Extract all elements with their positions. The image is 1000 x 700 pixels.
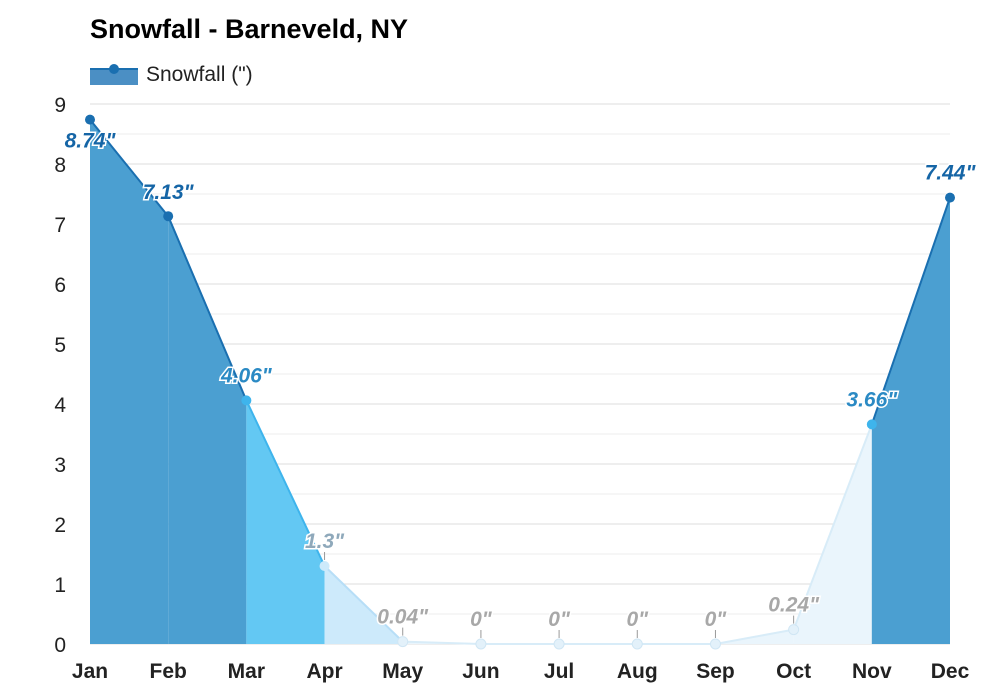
data-point-jun [475, 638, 487, 650]
x-tick-label-may: May [382, 660, 423, 683]
data-point-jul [553, 638, 565, 650]
data-label-nov: 3.66" [846, 388, 898, 411]
y-tick-label: 8 [54, 154, 66, 177]
data-label-jan: 8.74" [65, 130, 117, 153]
data-label-apr: 1.3" [305, 530, 345, 553]
area-segment-mar [246, 400, 325, 644]
x-tick-label-feb: Feb [150, 660, 187, 683]
y-tick-label: 5 [54, 334, 66, 357]
data-label-aug: 0" [626, 608, 649, 631]
data-label-oct: 0.24" [768, 594, 820, 617]
x-tick-label-sep: Sep [696, 660, 735, 683]
data-points [85, 114, 955, 650]
data-point-nov [866, 419, 877, 430]
line-segment-sep [715, 628, 794, 645]
data-label-jun: 0" [470, 608, 493, 631]
x-tick-label-jul: Jul [544, 660, 574, 683]
area-fills [90, 119, 950, 645]
data-point-jan [85, 114, 95, 125]
x-tick-label-mar: Mar [228, 660, 265, 683]
x-axis-ticks: Jan Feb Mar Apr May Jun Jul Aug Sep Oct Nov Dec [72, 660, 970, 683]
data-point-dec [945, 192, 955, 203]
y-tick-label: 0 [54, 634, 66, 657]
legend[interactable]: Snowfall (") [90, 62, 253, 88]
area-segment-jan [90, 119, 169, 645]
data-point-sep [709, 638, 721, 650]
x-tick-label-aug: Aug [617, 660, 658, 683]
data-point-aug [631, 638, 643, 650]
x-tick-label-oct: Oct [776, 660, 811, 683]
series-line [89, 118, 951, 645]
data-label-mar: 4.06" [220, 364, 273, 387]
data-label-sep: 0" [705, 608, 728, 631]
area-segment-oct [793, 424, 872, 644]
chart-title: Snowfall - Barneveld, NY [90, 14, 409, 44]
data-point-oct [788, 624, 800, 636]
area-segment-feb [168, 216, 247, 644]
line-segment-oct [792, 424, 873, 630]
line-segment-mar [245, 399, 326, 567]
line-segment-jan [89, 118, 169, 217]
data-label-jul: 0" [548, 608, 571, 631]
y-tick-label: 1 [54, 574, 66, 597]
data-point-mar [241, 395, 252, 406]
data-label-dec: 7.44" [925, 162, 977, 185]
x-tick-label-jun: Jun [462, 660, 499, 683]
y-tick-label: 7 [54, 214, 66, 237]
y-tick-label: 4 [54, 394, 66, 417]
data-point-apr [319, 561, 330, 571]
data-label-may: 0.04" [377, 606, 429, 629]
legend-swatch-icon [90, 64, 138, 85]
data-labels: 8.74" 7.13" 4.06" 1.3" 0.04" 0" 0" 0" 0" 0.24" 3.6… [63, 128, 978, 632]
area-segment-nov [871, 197, 950, 644]
line-segment-feb [167, 215, 248, 401]
legend-label: Snowfall (") [146, 63, 253, 86]
y-tick-label: 6 [54, 274, 66, 297]
data-label-feb: 7.13" [143, 181, 195, 204]
x-tick-label-dec: Dec [931, 660, 970, 683]
x-tick-label-nov: Nov [852, 660, 892, 683]
y-tick-label: 2 [54, 514, 66, 537]
data-point-may [397, 636, 409, 648]
line-segment-apr [323, 565, 404, 643]
data-point-feb [163, 211, 174, 222]
x-tick-label-jan: Jan [72, 660, 108, 683]
y-axis-ticks: 0 1 2 3 4 5 6 7 8 9 [54, 94, 66, 657]
line-segment-may [402, 640, 481, 645]
line-segment-nov [870, 197, 951, 425]
x-tick-label-apr: Apr [306, 660, 342, 683]
y-tick-label: 9 [54, 94, 66, 117]
y-tick-label: 3 [54, 454, 66, 477]
